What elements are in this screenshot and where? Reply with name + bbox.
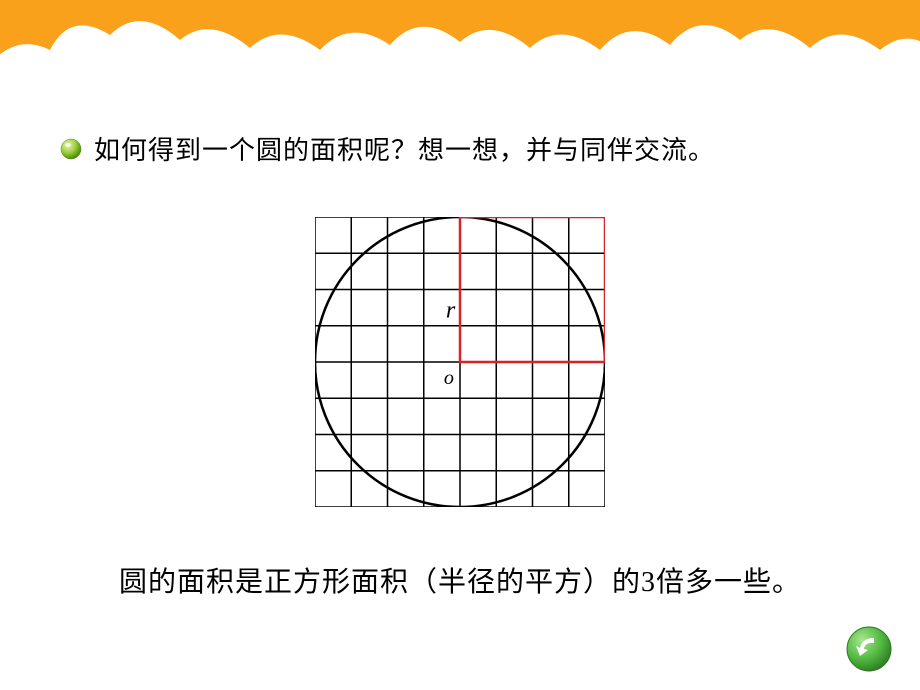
back-arrow-icon [846,626,892,672]
top-cloud-border [0,0,920,78]
question-row: 如何得到一个圆的面积呢？想一想，并与同伴交流。 [60,130,860,167]
label-r: r [446,297,456,324]
circle-grid-diagram: r o [315,217,605,507]
bullet-icon [60,138,82,160]
label-o: o [444,367,454,389]
question-text: 如何得到一个圆的面积呢？想一想，并与同伴交流。 [94,130,715,167]
diagram-container: r o [60,217,860,507]
conclusion-text: 圆的面积是正方形面积（半径的平方）的3倍多一些。 [0,560,920,600]
back-button[interactable] [846,626,892,672]
